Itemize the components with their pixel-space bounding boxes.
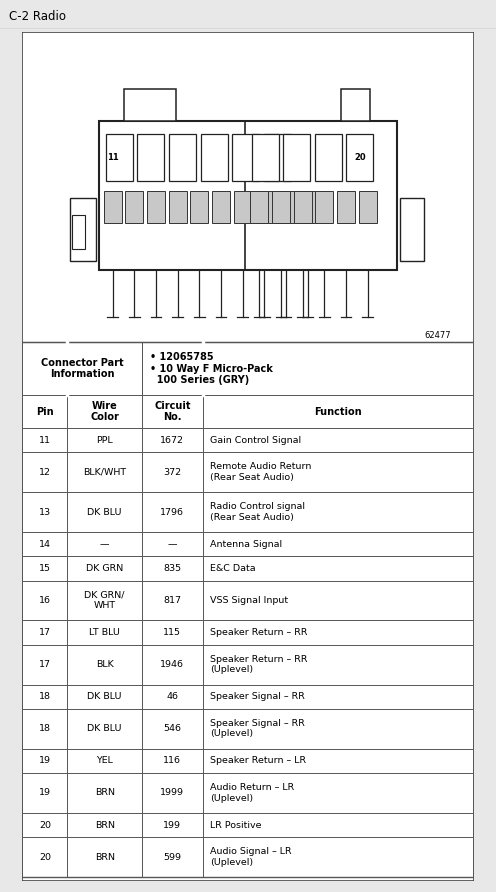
- Bar: [72, 215, 85, 249]
- Text: PPL: PPL: [96, 435, 113, 444]
- Text: Pin: Pin: [36, 407, 54, 417]
- Text: 46: 46: [166, 692, 179, 701]
- Bar: [255, 191, 273, 223]
- Bar: [359, 191, 376, 223]
- Text: BRN: BRN: [95, 853, 115, 862]
- Text: 116: 116: [163, 756, 182, 765]
- Bar: [234, 191, 251, 223]
- Bar: [137, 134, 165, 181]
- Bar: [264, 134, 291, 181]
- Text: Speaker Signal – RR
(Uplevel): Speaker Signal – RR (Uplevel): [210, 719, 305, 739]
- Bar: [232, 134, 259, 181]
- Bar: [283, 134, 310, 181]
- Text: VSS Signal Input: VSS Signal Input: [210, 596, 288, 605]
- Text: 18: 18: [39, 724, 51, 733]
- Text: BLK/WHT: BLK/WHT: [83, 467, 126, 476]
- Text: 20: 20: [39, 821, 51, 830]
- Bar: [104, 191, 122, 223]
- Text: BLK: BLK: [96, 660, 114, 669]
- Text: 1672: 1672: [160, 435, 185, 444]
- Bar: [294, 191, 311, 223]
- Bar: [200, 134, 228, 181]
- Text: 11: 11: [107, 153, 119, 161]
- Text: 835: 835: [163, 564, 182, 573]
- Bar: [169, 191, 186, 223]
- Bar: [315, 191, 333, 223]
- Text: 115: 115: [163, 628, 182, 637]
- Text: 19: 19: [39, 756, 51, 765]
- Text: 11: 11: [39, 435, 51, 444]
- Text: Audio Signal – LR
(Uplevel): Audio Signal – LR (Uplevel): [210, 847, 291, 867]
- Bar: [70, 198, 96, 261]
- Text: 14: 14: [39, 540, 51, 549]
- Text: LT BLU: LT BLU: [89, 628, 120, 637]
- Bar: [250, 191, 268, 223]
- Text: 20: 20: [39, 853, 51, 862]
- Text: 19: 19: [39, 789, 51, 797]
- Text: 62477: 62477: [425, 331, 451, 340]
- Text: DK BLU: DK BLU: [87, 724, 122, 733]
- Bar: [341, 89, 370, 121]
- Text: Wire
Color: Wire Color: [90, 401, 119, 423]
- Text: 1946: 1946: [160, 660, 185, 669]
- Text: Audio Return – LR
(Uplevel): Audio Return – LR (Uplevel): [210, 783, 294, 803]
- Bar: [125, 191, 143, 223]
- Bar: [106, 134, 133, 181]
- Text: 1999: 1999: [160, 789, 185, 797]
- Text: 17: 17: [39, 660, 51, 669]
- Text: Speaker Return – RR: Speaker Return – RR: [210, 628, 307, 637]
- Text: LR Positive: LR Positive: [210, 821, 261, 830]
- Bar: [400, 198, 424, 261]
- Text: 546: 546: [163, 724, 182, 733]
- Text: 599: 599: [163, 853, 182, 862]
- Bar: [99, 121, 397, 270]
- Text: BRN: BRN: [95, 789, 115, 797]
- Text: Gain Control Signal: Gain Control Signal: [210, 435, 301, 444]
- Text: Remote Audio Return
(Rear Seat Audio): Remote Audio Return (Rear Seat Audio): [210, 462, 311, 482]
- Bar: [337, 191, 355, 223]
- Text: 1796: 1796: [160, 508, 185, 516]
- Text: Antenna Signal: Antenna Signal: [210, 540, 282, 549]
- Bar: [272, 191, 290, 223]
- Bar: [315, 134, 342, 181]
- Text: DK GRN: DK GRN: [86, 564, 124, 573]
- Text: 15: 15: [39, 564, 51, 573]
- Bar: [299, 191, 316, 223]
- Text: DK GRN/
WHT: DK GRN/ WHT: [84, 591, 125, 610]
- Text: DK BLU: DK BLU: [87, 508, 122, 516]
- Bar: [212, 191, 230, 223]
- Bar: [251, 134, 279, 181]
- Text: —: —: [168, 540, 177, 549]
- Text: BRN: BRN: [95, 821, 115, 830]
- Bar: [169, 134, 196, 181]
- Text: 12: 12: [39, 467, 51, 476]
- Text: • 12065785
• 10 Way F Micro-Pack
  100 Series (GRY): • 12065785 • 10 Way F Micro-Pack 100 Ser…: [150, 352, 273, 385]
- Text: 372: 372: [163, 467, 182, 476]
- Text: 13: 13: [39, 508, 51, 516]
- Bar: [124, 89, 176, 121]
- Text: Circuit
No.: Circuit No.: [154, 401, 190, 423]
- Text: Speaker Signal – RR: Speaker Signal – RR: [210, 692, 305, 701]
- Bar: [190, 191, 208, 223]
- Text: Radio Control signal
(Rear Seat Audio): Radio Control signal (Rear Seat Audio): [210, 502, 305, 522]
- Text: Speaker Return – LR: Speaker Return – LR: [210, 756, 306, 765]
- Bar: [346, 134, 373, 181]
- Text: 20: 20: [354, 153, 366, 161]
- Text: E&C Data: E&C Data: [210, 564, 255, 573]
- Text: C-2 Radio: C-2 Radio: [9, 10, 66, 22]
- Text: Speaker Return – RR
(Uplevel): Speaker Return – RR (Uplevel): [210, 655, 307, 674]
- Bar: [277, 191, 295, 223]
- Text: 16: 16: [39, 596, 51, 605]
- Text: —: —: [100, 540, 110, 549]
- Text: 17: 17: [39, 628, 51, 637]
- Text: 18: 18: [39, 692, 51, 701]
- Text: 199: 199: [163, 821, 182, 830]
- Text: Connector Part
Information: Connector Part Information: [41, 358, 124, 379]
- Text: Function: Function: [314, 407, 362, 417]
- Bar: [147, 191, 165, 223]
- Text: DK BLU: DK BLU: [87, 692, 122, 701]
- Text: 817: 817: [163, 596, 182, 605]
- Text: YEL: YEL: [96, 756, 113, 765]
